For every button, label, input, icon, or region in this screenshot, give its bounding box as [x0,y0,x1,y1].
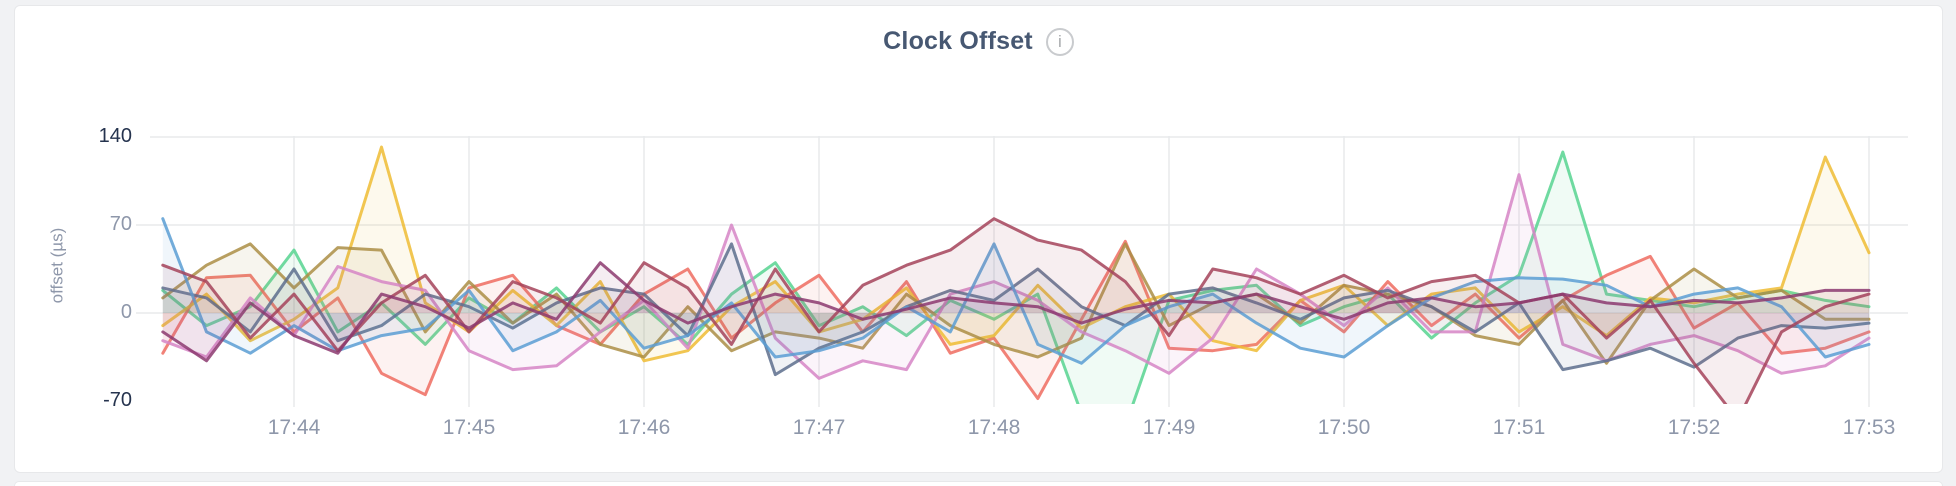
series-line-slate [161,242,1871,377]
series-line-plum [161,261,1871,363]
x-tick-label: 17:48 [967,416,1021,439]
x-tick-label: 17:44 [267,416,321,439]
x-tick-label: 17:52 [1667,416,1721,439]
series-line-blue [161,217,1871,365]
x-tick-label: 17:45 [442,416,496,439]
clock-offset-card [14,5,1943,473]
x-tick-label: 17:46 [617,416,671,439]
next-card-top-edge [14,481,1943,486]
plot-area[interactable] [161,145,1871,426]
series-area-coral [162,241,1869,399]
series-area-slate [162,243,1869,375]
info-icon-glyph: i [1057,32,1062,51]
series-line-tan [161,242,1871,365]
x-tick-label: 17:51 [1492,416,1546,439]
y-tick-label: -70 [103,389,132,411]
series-area-wine [162,218,1869,404]
series-area-tan [162,243,1869,364]
series-line-coral [161,239,1871,400]
x-tick-label: 17:53 [1842,416,1896,439]
series-line-wine [161,217,1871,404]
series-area-plum [162,262,1869,361]
series-area-orchid [162,174,1869,379]
info-icon[interactable]: i [1045,27,1074,56]
series-area-blue [162,218,1869,364]
y-tick-label: 0 [120,301,132,323]
y-axis-title: offset (µs) [47,227,67,304]
y-tick-label: 70 [109,213,132,235]
x-tick-label: 17:49 [1142,416,1196,439]
x-tick-label: 17:47 [792,416,846,439]
x-tick-label: 17:50 [1317,416,1371,439]
y-tick-label: 140 [98,125,132,147]
